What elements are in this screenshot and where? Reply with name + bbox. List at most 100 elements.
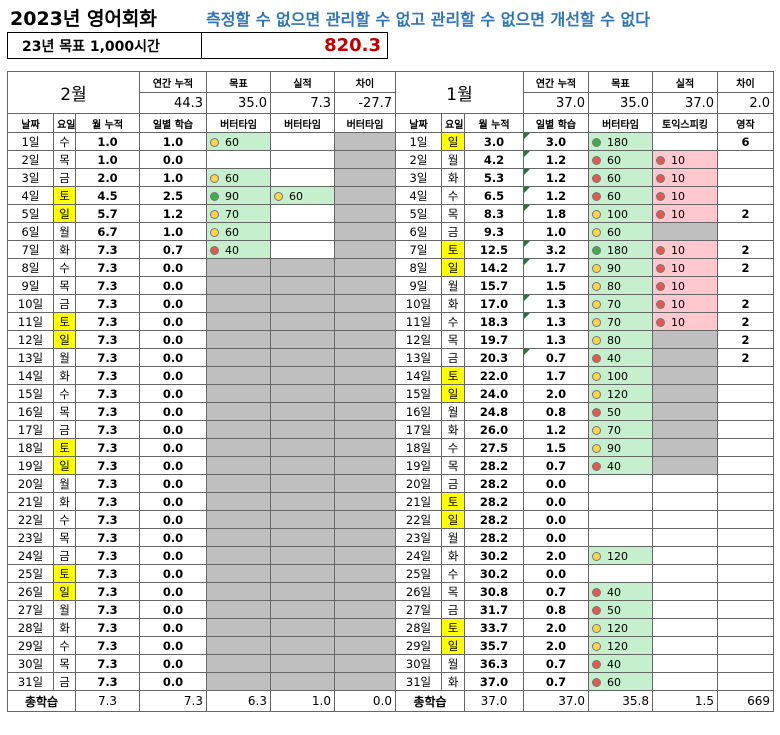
cell-value: 120	[607, 621, 628, 635]
date-cell: 18일	[7, 438, 54, 457]
col-header: 요일	[53, 113, 76, 133]
weekday-cell: 수	[441, 438, 465, 457]
date-cell: 21일	[395, 492, 442, 511]
date-cell: 24일	[395, 546, 442, 565]
date-cell: 13일	[7, 348, 54, 367]
toeic-cell: 10	[652, 240, 718, 259]
date-cell: 20일	[395, 474, 442, 493]
table-row: 11일 토 7.3 0.0 11일 수 18.3 1.3 70 10 2	[7, 312, 774, 331]
butter-cell	[270, 672, 335, 691]
red-circle-icon	[656, 209, 665, 219]
butter-cell: 120	[588, 546, 653, 565]
red-circle-icon	[656, 191, 665, 201]
weekday-cell: 목	[53, 150, 76, 169]
writing-cell	[717, 510, 774, 529]
butter-cell	[270, 636, 335, 655]
weekday-cell: 화	[441, 168, 465, 187]
butter-cell	[206, 618, 271, 637]
date-cell: 25일	[395, 564, 442, 583]
butter-cell: 60	[588, 672, 653, 691]
cell-value: 120	[607, 549, 628, 563]
date-cell: 4일	[7, 186, 54, 205]
date-cell: 2일	[395, 150, 442, 169]
red-circle-icon	[592, 461, 601, 471]
butter-cell: 40	[588, 456, 653, 475]
total-daily: 37.0	[523, 690, 589, 712]
table-row: 17일 금 7.3 0.0 17일 화 26.0 1.2 70	[7, 420, 774, 439]
weekday-cell: 화	[441, 546, 465, 565]
butter-cell	[270, 600, 335, 619]
month-cum-cell: 22.0	[464, 366, 524, 385]
date-cell: 24일	[7, 546, 54, 565]
weekday-cell: 수	[53, 510, 76, 529]
butter-cell	[334, 474, 396, 493]
toeic-cell: 10	[652, 168, 718, 187]
butter-cell	[334, 402, 396, 421]
table-row: 9일 목 7.3 0.0 9일 월 15.7 1.5 80 10	[7, 276, 774, 295]
daily-cell: 0.0	[139, 438, 207, 457]
writing-cell	[717, 402, 774, 421]
weekday-cell: 금	[441, 222, 465, 241]
cell-value: 10	[671, 189, 685, 203]
writing-cell	[717, 672, 774, 691]
cell-value: 10	[671, 261, 685, 275]
weekday-cell: 목	[441, 582, 465, 601]
red-circle-icon	[592, 407, 601, 417]
cell-value: 10	[671, 207, 685, 221]
table-row: 23일 목 7.3 0.0 23일 월 28.2 0.0	[7, 528, 774, 547]
daily-cell: 2.0	[523, 618, 589, 637]
red-circle-icon	[592, 659, 601, 669]
yellow-circle-icon	[592, 335, 601, 345]
weekday-cell: 월	[53, 348, 76, 367]
month-cum-cell: 7.3	[75, 366, 140, 385]
date-cell: 9일	[7, 276, 54, 295]
column-header-row: 날짜 요일 월 누적 일별 학습 버터타임 버터타임 버터타임 날짜 요일 월 …	[7, 113, 774, 133]
toeic-cell	[652, 636, 718, 655]
weekday-cell: 토	[441, 240, 465, 259]
weekday-cell: 월	[441, 654, 465, 673]
jan-actual-value: 37.0	[652, 92, 718, 114]
daily-cell: 1.2	[523, 420, 589, 439]
butter-cell	[588, 510, 653, 529]
table-row: 30일 목 7.3 0.0 30일 월 36.3 0.7 40	[7, 654, 774, 673]
daily-cell: 0.0	[523, 510, 589, 529]
butter-cell	[334, 168, 396, 187]
red-circle-icon	[592, 353, 601, 363]
toeic-cell: 10	[652, 312, 718, 331]
goal-value: 820.3	[324, 35, 381, 56]
daily-cell: 0.0	[139, 510, 207, 529]
red-circle-icon	[592, 191, 601, 201]
date-cell: 15일	[395, 384, 442, 403]
butter-cell	[334, 528, 396, 547]
writing-cell	[717, 564, 774, 583]
red-circle-icon	[210, 245, 219, 255]
butter-cell	[270, 582, 335, 601]
date-cell: 16일	[395, 402, 442, 421]
month-cum-cell: 4.5	[75, 186, 140, 205]
butter-cell: 60	[206, 168, 271, 187]
col-header: 일별 학습	[523, 113, 589, 133]
daily-cell: 1.2	[139, 204, 207, 223]
butter-cell	[270, 276, 335, 295]
daily-cell: 1.8	[523, 204, 589, 223]
daily-cell: 1.5	[523, 276, 589, 295]
daily-cell: 0.0	[139, 150, 207, 169]
weekday-cell: 화	[53, 240, 76, 259]
yellow-circle-icon	[592, 389, 601, 399]
feb-actual-header: 실적	[270, 71, 335, 93]
cell-value: 90	[607, 261, 621, 275]
butter-cell	[270, 456, 335, 475]
butter-cell	[206, 438, 271, 457]
butter-cell	[334, 186, 396, 205]
weekday-cell: 수	[441, 312, 465, 331]
total-daily: 7.3	[139, 690, 207, 712]
cell-value: 60	[225, 171, 239, 185]
writing-cell: 6	[717, 132, 774, 151]
date-cell: 21일	[7, 492, 54, 511]
writing-cell	[717, 618, 774, 637]
butter-cell: 70	[588, 312, 653, 331]
daily-cell: 0.0	[139, 258, 207, 277]
daily-cell: 2.0	[523, 546, 589, 565]
date-cell: 8일	[395, 258, 442, 277]
red-circle-icon	[656, 281, 665, 291]
